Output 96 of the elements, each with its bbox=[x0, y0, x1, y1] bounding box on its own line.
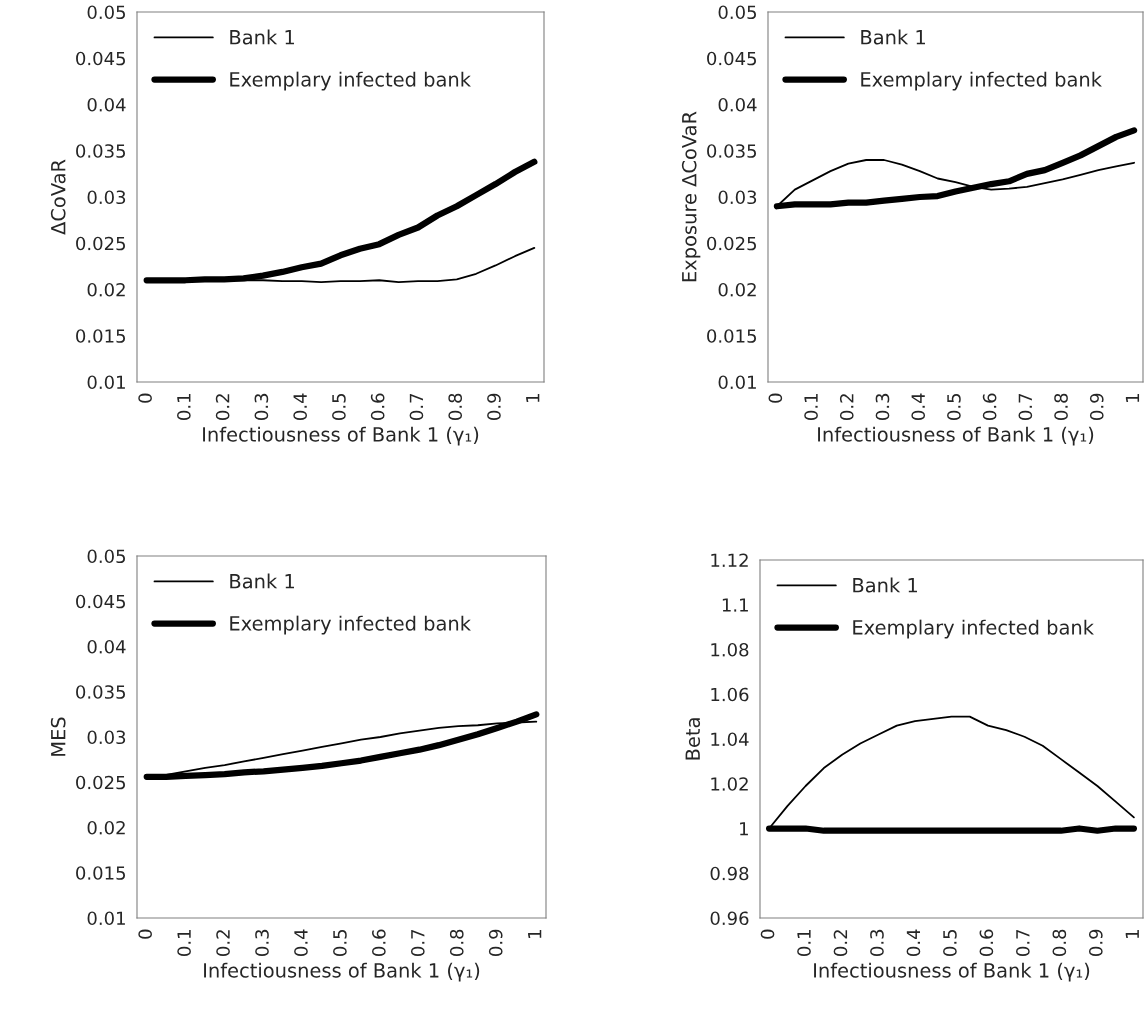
legend-label: Bank 1 bbox=[861, 29, 925, 45]
legend-label: Exemplary infected bank bbox=[861, 71, 1102, 91]
y-tick-label: 0.045 bbox=[76, 594, 126, 609]
x-tick-label: 0.4 bbox=[906, 929, 921, 956]
x-tick-label: 0.1 bbox=[177, 394, 191, 420]
y-axis-title: ΔCoVaR bbox=[50, 159, 66, 235]
x-tick-label: 0 bbox=[768, 393, 783, 403]
y-tick-label: 0.04 bbox=[87, 97, 126, 112]
x-tick-label: 0.7 bbox=[409, 393, 424, 420]
y-tick-label: 0.025 bbox=[76, 775, 126, 790]
x-tick-label: 1 bbox=[528, 930, 542, 938]
x-axis-title: Infectiousness of Bank 1 (γ₁) bbox=[814, 962, 1090, 982]
legend-label: Bank 1 bbox=[230, 29, 294, 45]
y-tick-label: 0.96 bbox=[710, 911, 749, 926]
y-axis-title: Beta bbox=[685, 718, 701, 760]
y-tick-label: 0.03 bbox=[87, 190, 126, 205]
x-tick-label: 0.3 bbox=[254, 393, 269, 420]
x-tick-label: 0.4 bbox=[293, 393, 307, 420]
y-tick-label: 0.025 bbox=[76, 236, 126, 251]
y-tick-label: 0.015 bbox=[76, 329, 126, 343]
y-tick-label: 0.035 bbox=[76, 144, 126, 158]
x-tick-label: 0.9 bbox=[488, 929, 503, 956]
x-axis-title: Infectiousness of Bank 1 (γ₁) bbox=[204, 962, 480, 982]
x-tick-label: 0.5 bbox=[333, 929, 347, 956]
y-tick-label: 0.025 bbox=[707, 236, 757, 251]
x-tick-label: 0.2 bbox=[216, 930, 230, 956]
y-tick-label: 1.12 bbox=[711, 553, 748, 567]
x-tick-label: 1 bbox=[526, 394, 540, 402]
x-tick-label: 0.7 bbox=[1016, 929, 1030, 956]
x-tick-label: 1 bbox=[1125, 930, 1139, 938]
y-axis-title: Exposure ΔCoVaR bbox=[681, 111, 701, 282]
y-tick-label: 1.1 bbox=[722, 598, 748, 612]
x-tick-label: 0.2 bbox=[215, 394, 230, 420]
x-tick-label: 0.3 bbox=[870, 929, 884, 956]
x-tick-label: 0.6 bbox=[979, 929, 994, 956]
x-tick-label: 0.9 bbox=[1088, 929, 1103, 956]
x-tick-label: 0.9 bbox=[1089, 393, 1104, 420]
y-tick-label: 0.02 bbox=[87, 282, 125, 297]
x-tick-label: 1 bbox=[1125, 394, 1140, 402]
y-tick-label: 1.02 bbox=[711, 777, 748, 791]
y-tick-label: 0.05 bbox=[87, 5, 126, 20]
y-tick-label: 0.045 bbox=[707, 51, 757, 66]
y-tick-label: 0.04 bbox=[87, 639, 126, 654]
x-tick-label: 0 bbox=[138, 929, 152, 939]
y-tick-label: 0.05 bbox=[87, 549, 126, 564]
x-tick-label: 0.6 bbox=[982, 393, 997, 420]
x-tick-label: 0.5 bbox=[943, 929, 957, 956]
x-tick-label: 0.2 bbox=[839, 394, 854, 420]
x-tick-label: 0.1 bbox=[797, 930, 811, 956]
x-axis-title: Infectiousness of Bank 1 (γ₁) bbox=[203, 426, 479, 446]
legend-label: Bank 1 bbox=[853, 577, 917, 593]
x-tick-label: 0.5 bbox=[332, 393, 346, 420]
x-tick-label: 0.8 bbox=[449, 929, 464, 956]
y-tick-label: 0.035 bbox=[76, 685, 126, 699]
y-tick-label: 0.03 bbox=[87, 730, 126, 745]
x-tick-label: 0 bbox=[138, 393, 152, 403]
x-tick-label: 0.1 bbox=[804, 394, 818, 420]
x-tick-label: 0.3 bbox=[255, 929, 269, 956]
y-tick-label: 0.01 bbox=[87, 375, 125, 390]
y-tick-label: 1.04 bbox=[711, 732, 749, 747]
y-tick-label: 1 bbox=[740, 822, 748, 836]
y-axis-title: MES bbox=[50, 717, 66, 756]
y-tick-label: 0.015 bbox=[76, 866, 126, 880]
y-tick-label: 1.08 bbox=[711, 642, 749, 657]
y-tick-label: 1.06 bbox=[711, 687, 749, 702]
y-tick-label: 0.03 bbox=[718, 190, 757, 205]
legend-label: Exemplary infected bank bbox=[230, 71, 471, 91]
y-tick-label: 0.01 bbox=[87, 911, 125, 926]
y-tick-label: 0.04 bbox=[718, 97, 757, 112]
x-tick-label: 0.6 bbox=[372, 929, 386, 956]
y-tick-label: 0.015 bbox=[707, 329, 757, 343]
x-tick-label: 0.1 bbox=[177, 930, 191, 956]
x-tick-label: 0.7 bbox=[1018, 393, 1033, 420]
x-tick-label: 0 bbox=[760, 929, 775, 939]
x-tick-label: 0.3 bbox=[875, 393, 890, 420]
x-tick-label: 0.5 bbox=[947, 393, 961, 420]
x-tick-label: 0.4 bbox=[911, 393, 926, 420]
y-tick-label: 0.035 bbox=[707, 144, 757, 158]
y-tick-label: 0.05 bbox=[718, 5, 757, 20]
x-axis-title: Infectiousness of Bank 1 (γ₁) bbox=[818, 426, 1094, 446]
y-tick-label: 0.01 bbox=[718, 375, 756, 390]
x-tick-label: 0.6 bbox=[370, 393, 385, 420]
legend-label: Exemplary infected bank bbox=[230, 615, 471, 635]
y-tick-label: 0.02 bbox=[718, 282, 756, 297]
y-tick-label: 0.045 bbox=[76, 51, 126, 66]
x-tick-label: 0.2 bbox=[833, 930, 848, 956]
x-tick-label: 0.9 bbox=[487, 393, 501, 420]
y-tick-label: 0.98 bbox=[710, 866, 749, 881]
x-tick-label: 0.8 bbox=[448, 393, 463, 420]
legend-label: Exemplary infected bank bbox=[853, 619, 1094, 639]
x-tick-label: 0.4 bbox=[294, 929, 308, 956]
x-tick-label: 0.8 bbox=[1052, 929, 1067, 956]
x-tick-label: 0.8 bbox=[1054, 393, 1068, 420]
x-tick-label: 0.7 bbox=[410, 929, 425, 956]
y-tick-label: 0.02 bbox=[87, 820, 125, 835]
legend-label: Bank 1 bbox=[230, 573, 294, 589]
